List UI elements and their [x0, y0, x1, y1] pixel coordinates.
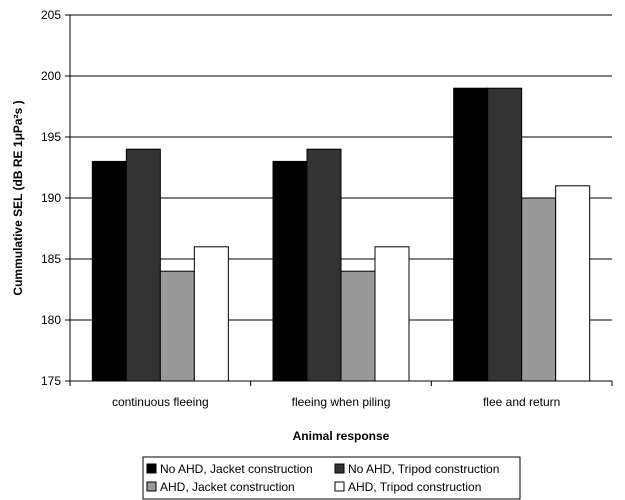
x-tick-label: continuous fleeing: [112, 395, 209, 409]
legend: No AHD, Jacket construction No AHD, Tripo…: [142, 456, 521, 500]
bar: [555, 185, 591, 382]
y-tick-label: 200: [41, 69, 61, 83]
legend-swatch: [334, 463, 345, 474]
legend-label: AHD, Jacket construction: [160, 480, 295, 494]
bar: [91, 160, 127, 382]
bar: [272, 160, 308, 382]
bar: [306, 148, 342, 382]
y-tick-label: 180: [41, 313, 61, 327]
legend-label: No AHD, Jacket construction: [160, 462, 313, 476]
legend-label: No AHD, Tripod construction: [348, 462, 499, 476]
x-tick-label: fleeing when piling: [292, 395, 391, 409]
y-tick-label: 185: [41, 252, 61, 266]
y-axis-title: Cummulative SEL (dB RE 1μPa²s ): [11, 100, 25, 295]
bar: [340, 270, 376, 382]
x-ticks: continuous fleeing fleeing when piling fle…: [69, 381, 613, 409]
y-tick-label: 175: [41, 374, 61, 388]
bar: [374, 246, 410, 382]
bar: [193, 246, 229, 382]
bar: [521, 197, 557, 382]
y-tick-label: 205: [41, 8, 61, 22]
legend-box: [142, 456, 521, 500]
x-axis-title: Animal response: [293, 429, 390, 443]
y-ticks: 175 180 185 190 195 200 205: [41, 8, 70, 388]
bar: [487, 87, 523, 382]
y-tick-label: 195: [41, 130, 61, 144]
legend-swatch: [146, 463, 157, 474]
bars: [91, 87, 591, 382]
bar: [453, 87, 489, 382]
legend-swatch: [146, 481, 157, 492]
legend-swatch: [334, 481, 345, 492]
y-tick-label: 190: [41, 191, 61, 205]
legend-label: AHD, Tripod construction: [348, 480, 481, 494]
bar: [125, 148, 161, 382]
bar: [159, 270, 195, 382]
x-tick-label: flee and return: [483, 395, 560, 409]
